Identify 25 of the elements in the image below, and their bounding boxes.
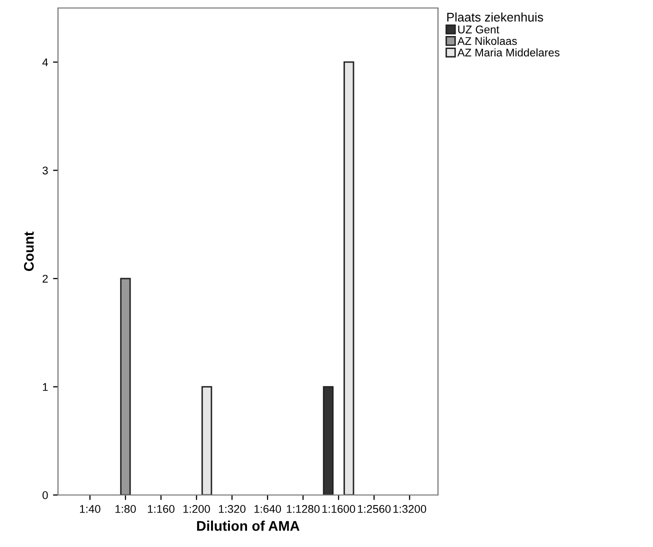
legend-label: AZ Nikolaas (457, 36, 517, 45)
bar (201, 386, 212, 495)
x-tick-label: 1:320 (218, 505, 246, 513)
legend-label: UZ Gent (458, 26, 500, 34)
x-tick-label: 1:80 (116, 505, 136, 513)
y-tick-label: 0 (42, 491, 48, 500)
legend-title: Plaats ziekenhuis (447, 12, 544, 22)
bar (322, 386, 334, 495)
x-tick-label: 1:3200 (393, 505, 426, 513)
y-tick-label: 1 (42, 383, 48, 391)
legend-label: AZ Maria Middelares (457, 48, 560, 56)
y-axis-title: Count (24, 232, 34, 271)
x-tick-label: 1:1280 (286, 505, 320, 513)
bar (344, 61, 354, 495)
x-tick-label: 1:40 (80, 505, 100, 513)
x-tick-label: 1:640 (254, 505, 281, 513)
x-tick-label: 1:2560 (358, 505, 391, 513)
bar (120, 278, 131, 495)
y-tick-label: 4 (42, 58, 48, 66)
x-tick-label: 1:1600 (322, 505, 356, 513)
y-tick-label: 2 (42, 274, 48, 283)
x-axis-title: Dilution of AMA (197, 520, 300, 531)
x-tick-label: 1:200 (183, 505, 210, 513)
x-tick-label: 1:160 (148, 505, 174, 513)
y-tick-label: 3 (42, 166, 48, 174)
